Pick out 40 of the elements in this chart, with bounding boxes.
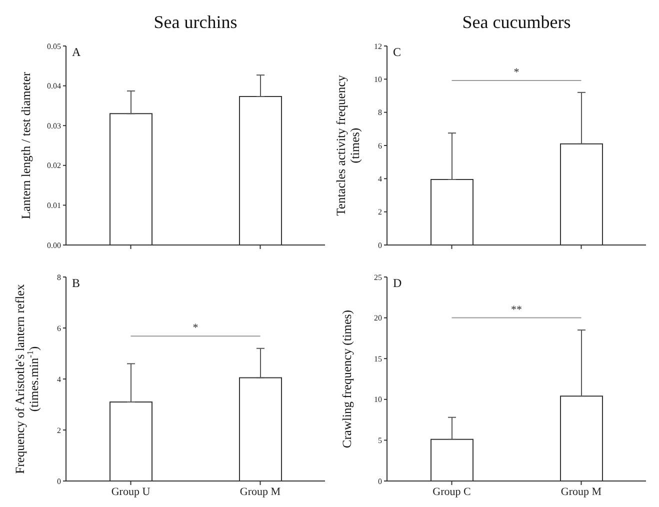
y-tick-label: 4 <box>57 374 61 384</box>
y-tick-label: 4 <box>378 174 382 184</box>
x-tick-label: Group M <box>240 486 281 498</box>
annotation: B <box>72 276 80 290</box>
y-tick-label: 0.05 <box>47 42 61 51</box>
annotation: C <box>393 45 402 59</box>
y-tick-label: 10 <box>374 395 382 404</box>
y-tick-label: 0 <box>57 476 61 486</box>
x-tick-label: Group M <box>560 486 602 498</box>
y-tick-label: 8 <box>378 108 382 118</box>
y-tick-label: 0.00 <box>47 240 61 250</box>
y-tick-label: 0 <box>378 240 382 250</box>
y-axis-title: Crawling frequency (times) <box>340 310 354 448</box>
y-tick-label: 25 <box>374 272 382 282</box>
y-tick-label: 6 <box>378 141 382 150</box>
y-axis-title: Tentacles activity frequency (times) <box>334 74 362 216</box>
annotation: A <box>72 45 81 59</box>
annotation: ** <box>511 304 522 316</box>
annotation: D <box>393 276 402 290</box>
y-tick-label: 2 <box>57 426 61 435</box>
x-tick-label: Group C <box>432 486 471 498</box>
x-tick-label: Group U <box>111 486 150 498</box>
y-tick-label: 0.02 <box>47 161 61 170</box>
y-tick-label: 15 <box>374 354 382 364</box>
y-tick-label: 0.04 <box>47 82 61 91</box>
y-tick-label: 8 <box>57 272 61 282</box>
y-tick-label: 6 <box>57 324 61 333</box>
y-tick-label: 10 <box>374 75 382 84</box>
y-axis-title: Lantern length / test diameter <box>19 71 33 220</box>
y-tick-label: 0.03 <box>47 121 61 130</box>
y-tick-label: 12 <box>374 42 382 51</box>
chart-title: Sea urchins <box>154 12 238 32</box>
annotation: * <box>192 322 198 334</box>
annotation: * <box>514 66 520 78</box>
y-tick-label: 5 <box>378 436 382 446</box>
y-tick-label: 0 <box>378 476 382 486</box>
y-tick-label: 2 <box>378 208 382 217</box>
y-tick-label: 20 <box>374 314 382 323</box>
chart-title: Sea cucumbers <box>462 12 571 32</box>
y-tick-label: 0.01 <box>47 201 61 210</box>
